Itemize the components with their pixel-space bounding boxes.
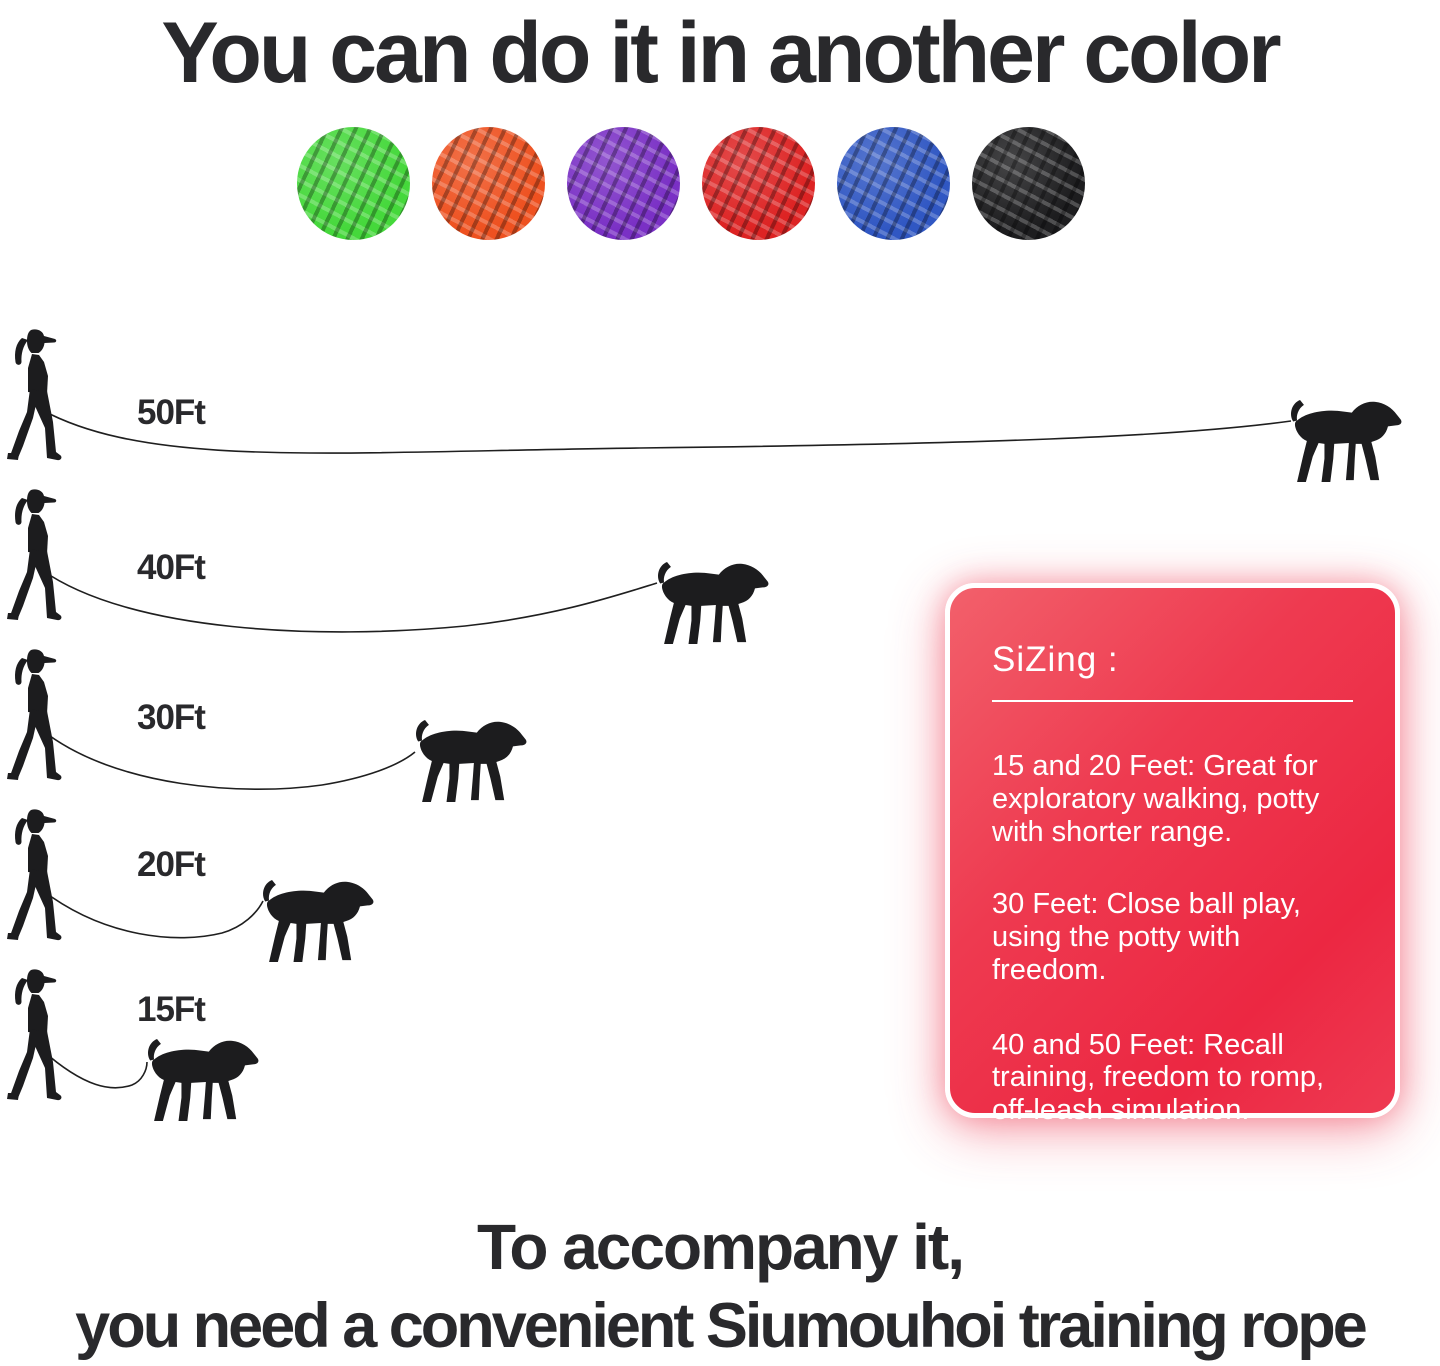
dog-icon	[652, 560, 770, 646]
sizing-item-30ft: 30 Feet: Close ball play, using the pott…	[992, 888, 1301, 986]
dog-icon	[410, 718, 528, 804]
leash-line-30ft	[41, 729, 416, 790]
dog-icon	[1285, 398, 1403, 484]
sizing-card: SiZing : 15 and 20 Feet: Great for explo…	[945, 583, 1400, 1126]
color-swatches	[297, 127, 1085, 240]
person-icon	[2, 488, 62, 630]
sizing-item-40-50ft: 40 and 50 Feet: Recall training, freedom…	[992, 1028, 1325, 1127]
sizing-heading: SiZing :	[992, 640, 1119, 679]
footer-line-2: you need a convenient Siumouhoi training…	[75, 1291, 1368, 1361]
color-swatch-purple	[567, 127, 680, 240]
person-icon	[2, 648, 62, 790]
sizing-item-15-20ft: 15 and 20 Feet: Great for exploratory wa…	[992, 750, 1320, 848]
sizing-divider	[992, 700, 1353, 702]
color-swatch-black	[972, 127, 1085, 240]
color-swatch-red	[702, 127, 815, 240]
leash-length-label-15ft: 15Ft	[137, 990, 206, 1029]
color-swatch-orange	[432, 127, 545, 240]
leash-length-label-30ft: 30Ft	[137, 698, 206, 737]
leash-length-label-40ft: 40Ft	[137, 548, 206, 587]
person-icon	[2, 968, 62, 1110]
dog-icon	[257, 878, 375, 964]
dog-icon	[142, 1037, 260, 1123]
color-swatch-green	[297, 127, 410, 240]
leash-length-label-50ft: 50Ft	[137, 393, 206, 432]
leash-line-20ft	[41, 889, 264, 939]
leash-length-label-20ft: 20Ft	[137, 845, 206, 884]
footer-line-1: To accompany it,	[476, 1211, 965, 1283]
leash-line-40ft	[41, 569, 658, 633]
leash-line-50ft	[41, 409, 1292, 454]
color-swatch-blue	[837, 127, 950, 240]
person-icon	[2, 808, 62, 950]
person-icon	[2, 328, 62, 470]
page-title: You can do it in another color	[161, 5, 1281, 101]
